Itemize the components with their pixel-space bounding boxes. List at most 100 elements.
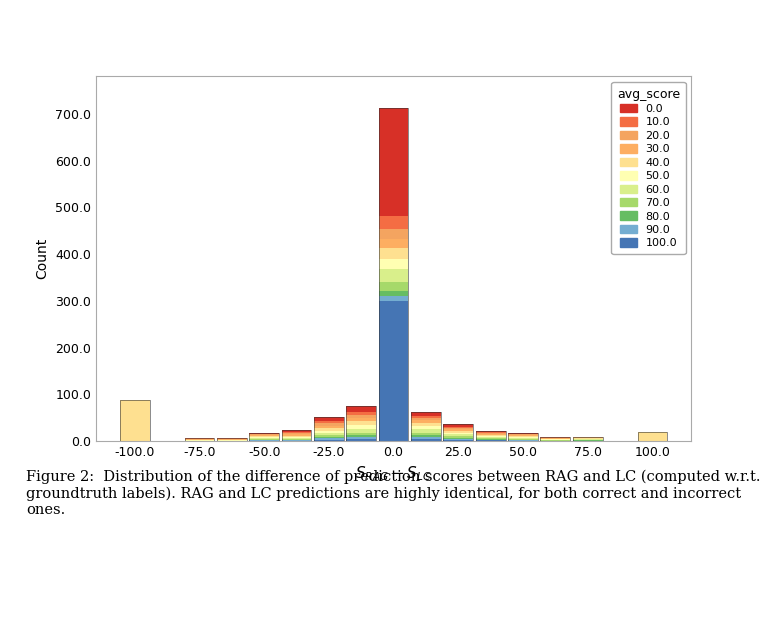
Bar [411,423,441,426]
Bar [346,418,376,422]
Bar [475,437,505,438]
Bar [379,269,409,282]
Bar [443,433,473,434]
Bar [637,432,667,441]
Bar [314,436,344,437]
Bar [346,406,376,441]
Bar [379,108,409,441]
Bar [443,439,473,440]
Bar [573,437,603,441]
Bar [282,430,312,441]
Bar [314,431,344,433]
Bar [475,433,505,434]
Bar [443,440,473,441]
Bar [282,438,312,439]
Bar [346,406,376,412]
Bar [475,434,505,435]
Bar [443,428,473,429]
Bar [314,417,344,421]
Bar [475,432,505,433]
Bar [411,416,441,418]
Legend: 0.0, 10.0, 20.0, 30.0, 40.0, 50.0, 60.0, 70.0, 80.0, 90.0, 100.0: 0.0, 10.0, 20.0, 30.0, 40.0, 50.0, 60.0,… [611,82,686,254]
Bar [443,436,473,438]
Bar [379,239,409,248]
Bar [217,438,247,441]
Bar [346,412,376,415]
Bar [443,427,473,428]
Bar [346,425,376,429]
Bar [411,418,441,420]
Bar [508,433,538,441]
Bar [411,426,441,429]
Bar [411,433,441,435]
Bar [314,428,344,431]
Bar [443,424,473,441]
Bar [282,430,312,432]
Bar [443,429,473,431]
Bar [120,400,150,441]
Bar [282,437,312,438]
Bar [346,415,376,418]
Bar [314,417,344,441]
Bar [250,433,279,434]
Bar [250,436,279,437]
Bar [282,432,312,433]
Bar [379,290,409,296]
Bar [379,216,409,229]
Bar [411,420,441,423]
X-axis label: $S_{RAG} - S_{LC}$: $S_{RAG} - S_{LC}$ [355,464,432,483]
Bar [411,437,441,439]
Bar [411,439,441,441]
Bar [379,282,409,290]
Bar [346,439,376,441]
Bar [411,429,441,433]
Bar [379,301,409,441]
Bar [346,422,376,425]
Bar [411,412,441,441]
Bar [411,435,441,437]
Y-axis label: Count: Count [35,238,50,280]
Bar [250,437,279,438]
Bar [637,432,667,441]
Bar [314,421,344,423]
Bar [314,423,344,426]
Bar [475,431,505,441]
Bar [314,438,344,440]
Bar [120,400,150,441]
Bar [443,431,473,433]
Text: Figure 2:  Distribution of the difference of prediction scores between RAG and L: Figure 2: Distribution of the difference… [26,470,761,517]
Bar [346,437,376,439]
Bar [443,424,473,427]
Bar [314,437,344,438]
Bar [508,436,538,437]
Bar [475,436,505,437]
Bar [508,438,538,439]
Bar [508,437,538,438]
Bar [379,296,409,301]
Bar [346,433,376,435]
Bar [282,434,312,436]
Bar [475,440,505,441]
Bar [379,108,409,216]
Bar [508,433,538,434]
Bar [379,259,409,269]
Bar [314,426,344,428]
Bar [314,440,344,441]
Bar [346,429,376,433]
Bar [411,412,441,416]
Bar [541,437,570,441]
Bar [508,434,538,436]
Bar [250,438,279,439]
Bar [282,433,312,434]
Bar [346,435,376,437]
Bar [379,248,409,259]
Bar [184,438,214,441]
Bar [475,435,505,436]
Bar [443,434,473,436]
Bar [282,436,312,437]
Bar [314,433,344,436]
Bar [250,434,279,436]
Bar [475,431,505,432]
Bar [475,438,505,439]
Bar [443,438,473,439]
